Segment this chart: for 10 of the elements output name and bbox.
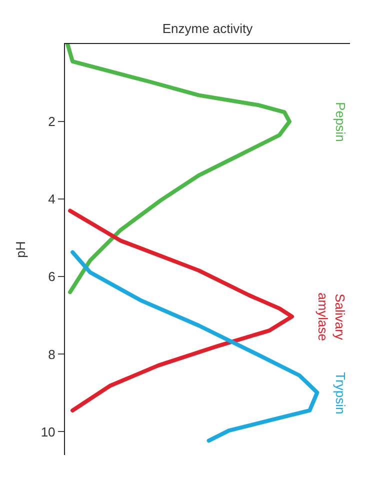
text: Trypsin [333,372,348,414]
text: Salivary amylase [316,292,348,341]
y-tick-label: 10 [40,424,56,440]
y-axis-title: pH [12,241,28,258]
x-axis-title: Enzyme activity [162,20,254,36]
text: Pepsin [333,102,348,142]
y-tick-label: 2 [48,114,56,130]
y-tick-label: 8 [48,346,56,362]
y-tick-label: 6 [48,269,56,284]
y-tick-label: 4 [48,192,56,207]
